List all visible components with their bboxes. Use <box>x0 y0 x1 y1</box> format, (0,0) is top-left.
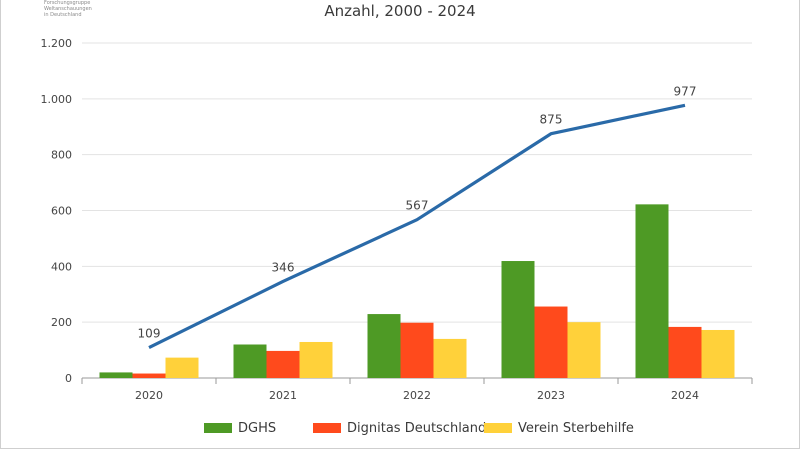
bar-verein-sterbehilfe-2022 <box>433 338 467 378</box>
legend-swatch-dignitas <box>313 423 341 433</box>
y-tick-label: 0 <box>65 372 72 385</box>
line-data-label: 567 <box>406 199 429 213</box>
bar-dghs-2021 <box>233 344 267 378</box>
line-data-label: 977 <box>674 84 697 98</box>
x-tick-label: 2020 <box>135 389 163 402</box>
legend-label-verein: Verein Sterbehilfe <box>518 420 634 436</box>
legend-label-dghs: DGHS <box>238 420 277 436</box>
bar-dignitas-deutschland-2024 <box>668 326 702 378</box>
legend-label-dignitas: Dignitas Deutschland <box>347 420 487 436</box>
y-tick-label: 1.000 <box>41 93 73 106</box>
y-tick-label: 1.200 <box>41 37 73 50</box>
bar-verein-sterbehilfe-2024 <box>701 329 735 378</box>
total-line <box>148 103 686 350</box>
y-tick-label: 800 <box>51 149 72 162</box>
y-tick-label: 200 <box>51 316 72 329</box>
legend-item-dignitas: Dignitas Deutschland <box>313 419 486 437</box>
legend-item-dghs: DGHS <box>204 419 276 437</box>
bar-dghs-2020 <box>99 372 133 378</box>
bar-dignitas-deutschland-2022 <box>400 322 434 378</box>
legend-swatch-verein <box>484 423 512 433</box>
legend-swatch-dghs <box>204 423 232 433</box>
logo-line: Weltanschauungen <box>44 6 92 12</box>
bar-dghs-2022 <box>367 314 401 378</box>
chart-title: Anzahl, 2000 - 2024 <box>324 2 476 20</box>
bar-dignitas-deutschland-2023 <box>534 306 568 378</box>
y-tick-label: 600 <box>51 205 72 218</box>
line-data-label: 109 <box>138 327 161 341</box>
bar-dignitas-deutschland-2020 <box>132 373 166 378</box>
line-data-label: 346 <box>272 260 295 274</box>
bar-dignitas-deutschland-2021 <box>266 350 300 378</box>
legend: DGHS Dignitas Deutschland Verein Sterbeh… <box>0 419 800 437</box>
bar-verein-sterbehilfe-2020 <box>165 357 199 378</box>
logo-line: in Deutschland <box>44 12 82 18</box>
bar-dghs-2023 <box>501 261 535 378</box>
bar-verein-sterbehilfe-2021 <box>299 341 333 378</box>
logo: Forschungsgruppe Weltanschauungen in Deu… <box>44 0 124 18</box>
bar-verein-sterbehilfe-2023 <box>567 322 601 378</box>
y-tick-label: 400 <box>51 260 72 273</box>
bar-dghs-2024 <box>635 204 669 378</box>
x-tick-label: 2023 <box>537 389 565 402</box>
x-tick-label: 2021 <box>269 389 297 402</box>
x-tick-label: 2022 <box>403 389 431 402</box>
x-tick-label: 2024 <box>671 389 699 402</box>
legend-item-verein: Verein Sterbehilfe <box>484 419 634 437</box>
logo-line: Forschungsgruppe <box>44 0 91 6</box>
line-data-label: 875 <box>540 113 563 127</box>
